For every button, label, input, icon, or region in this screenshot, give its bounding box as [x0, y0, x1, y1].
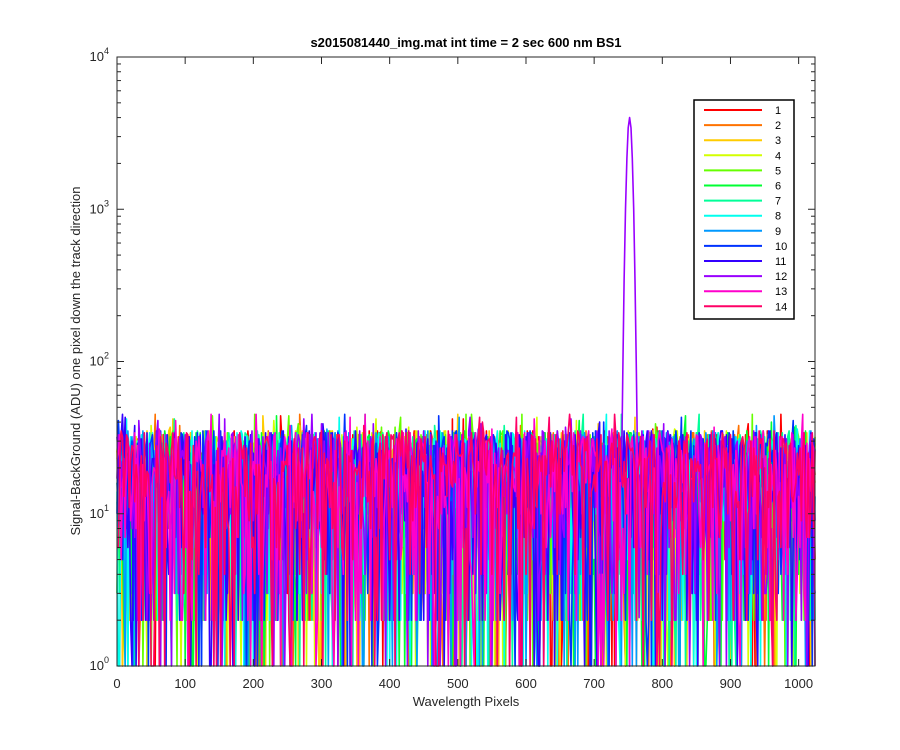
x-tick-label: 700: [583, 676, 605, 691]
x-tick-label: 600: [515, 676, 537, 691]
legend-label-10: 10: [775, 241, 787, 253]
x-tick-label: 400: [379, 676, 401, 691]
x-tick-label: 200: [242, 676, 264, 691]
legend-label-8: 8: [775, 211, 781, 223]
legend-label-1: 1: [775, 105, 781, 117]
series-lines: [116, 116, 816, 667]
x-tick-label: 900: [720, 676, 742, 691]
x-axis-label: Wavelength Pixels: [413, 694, 520, 709]
x-tick-label: 500: [447, 676, 469, 691]
x-tick-label: 0: [113, 676, 120, 691]
x-tick-label: 800: [651, 676, 673, 691]
legend-label-6: 6: [775, 181, 781, 193]
series-line-14: [117, 413, 816, 667]
x-axis: 0 100 200 300 400 500 600 700 800 900 1000: [113, 57, 813, 691]
x-tick-label: 300: [311, 676, 333, 691]
legend-label-3: 3: [775, 135, 781, 147]
chart-title: s2015081440_img.mat int time = 2 sec 600…: [310, 35, 621, 50]
legend-box: [693, 99, 795, 320]
legend-label-12: 12: [775, 271, 787, 283]
legend-label-4: 4: [775, 150, 781, 162]
legend-label-9: 9: [775, 226, 781, 238]
legend-label-2: 2: [775, 120, 781, 132]
legend-label-5: 5: [775, 165, 781, 177]
x-tick-label: 100: [174, 676, 196, 691]
legend-label-11: 11: [775, 256, 786, 268]
y-axis-label: Signal-BackGround (ADU) one pixel down t…: [68, 186, 83, 535]
legend-label-13: 13: [775, 286, 787, 298]
legend-label-7: 7: [775, 196, 781, 208]
legend-label-14: 14: [775, 301, 787, 313]
x-tick-label: 1000: [784, 676, 813, 691]
